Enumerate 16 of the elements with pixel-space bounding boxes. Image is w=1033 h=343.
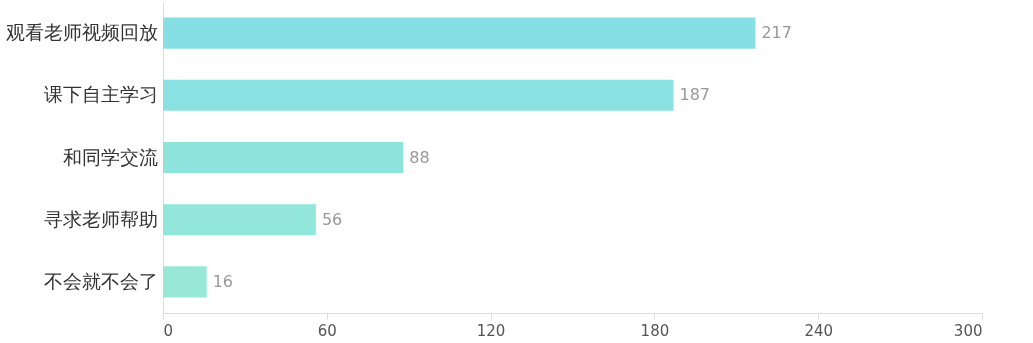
x-tick-label: 180 <box>640 321 670 340</box>
x-tick-label: 120 <box>476 321 506 340</box>
y-tick-label: 课下自主学习 <box>43 83 158 106</box>
y-tick-label: 和同学交流 <box>62 145 158 168</box>
data-label: 16 <box>212 271 234 291</box>
x-tick-label: 60 <box>317 321 337 340</box>
data-label: 217 <box>761 23 792 43</box>
y-tick-label: 寻求老师帮助 <box>43 207 158 230</box>
x-tick-label: 0 <box>163 321 174 340</box>
x-tick-label: 300 <box>953 321 983 340</box>
data-label: 88 <box>409 147 430 167</box>
x-tick-label: 240 <box>804 321 834 340</box>
data-label: 187 <box>679 85 711 105</box>
y-tick-label: 不会就不会了 <box>43 269 158 292</box>
data-label: 56 <box>321 209 343 229</box>
y-tick-label: 观看老师视频回放 <box>5 21 158 44</box>
